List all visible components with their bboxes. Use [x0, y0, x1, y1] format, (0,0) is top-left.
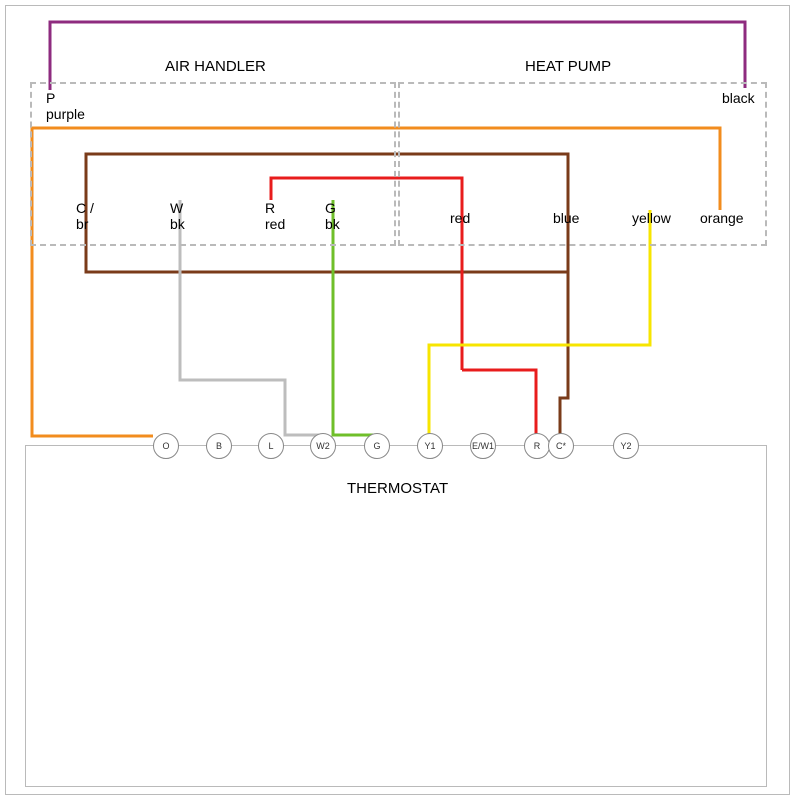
thermostat-terminal-EW1: E/W1 — [470, 433, 496, 459]
thermostat-terminal-Y1: Y1 — [417, 433, 443, 459]
thermostat-title: THERMOSTAT — [347, 480, 448, 497]
thermostat-terminal-B: B — [206, 433, 232, 459]
hp-term-black: black — [722, 90, 755, 106]
wiring-diagram: AIR HANDLER HEAT PUMP THERMOSTAT P purpl… — [0, 0, 793, 798]
hp-term-yellow: yellow — [632, 210, 671, 226]
hp-term-red: red — [450, 210, 470, 226]
wire-brown-2 — [560, 272, 568, 435]
ah-term-R: R red — [265, 200, 285, 232]
thermostat-terminal-Cstar: C* — [548, 433, 574, 459]
thermostat-terminal-R: R — [524, 433, 550, 459]
hp-term-blue: blue — [553, 210, 579, 226]
ah-term-W: W bk — [170, 200, 185, 232]
ah-term-P: P purple — [46, 90, 85, 122]
ah-term-G: G bk — [325, 200, 340, 232]
thermostat-terminal-Y2: Y2 — [613, 433, 639, 459]
wire-red-2 — [462, 370, 536, 435]
hp-term-orange: orange — [700, 210, 744, 226]
wire-purple-top — [50, 22, 745, 90]
thermostat-terminal-O: O — [153, 433, 179, 459]
thermostat-terminal-W2: W2 — [310, 433, 336, 459]
thermostat-terminal-L: L — [258, 433, 284, 459]
ah-term-C: C / br — [76, 200, 94, 232]
thermostat-terminal-G: G — [364, 433, 390, 459]
heat-pump-title: HEAT PUMP — [525, 58, 611, 75]
air-handler-title: AIR HANDLER — [165, 58, 266, 75]
